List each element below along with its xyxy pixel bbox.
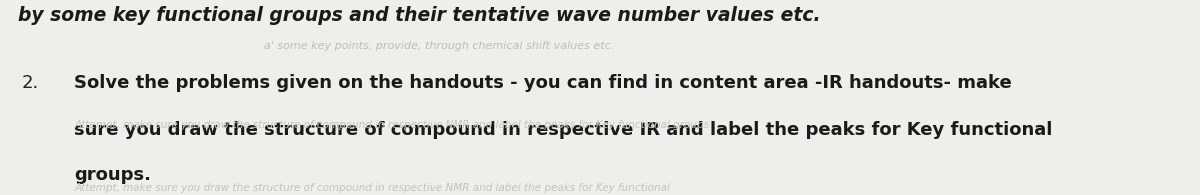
Text: a' some key points, provide, through chemical shift values etc.: a' some key points, provide, through che… xyxy=(264,41,614,51)
Text: 2.: 2. xyxy=(22,74,38,92)
Text: groups.: groups. xyxy=(74,166,151,184)
Text: by some key functional groups and their tentative wave number values etc.: by some key functional groups and their … xyxy=(18,6,821,25)
Text: sure you draw the structure of compound in respective IR and label the peaks for: sure you draw the structure of compound … xyxy=(74,121,1052,139)
Text: Attempt, make sure you draw the structure of compound in respective NMR and labe: Attempt, make sure you draw the structur… xyxy=(74,120,713,130)
Text: Attempt, make sure you draw the structure of compound in respective NMR and labe: Attempt, make sure you draw the structur… xyxy=(74,183,671,193)
Text: Solve the problems given on the handouts - you can find in content area -IR hand: Solve the problems given on the handouts… xyxy=(74,74,1012,92)
